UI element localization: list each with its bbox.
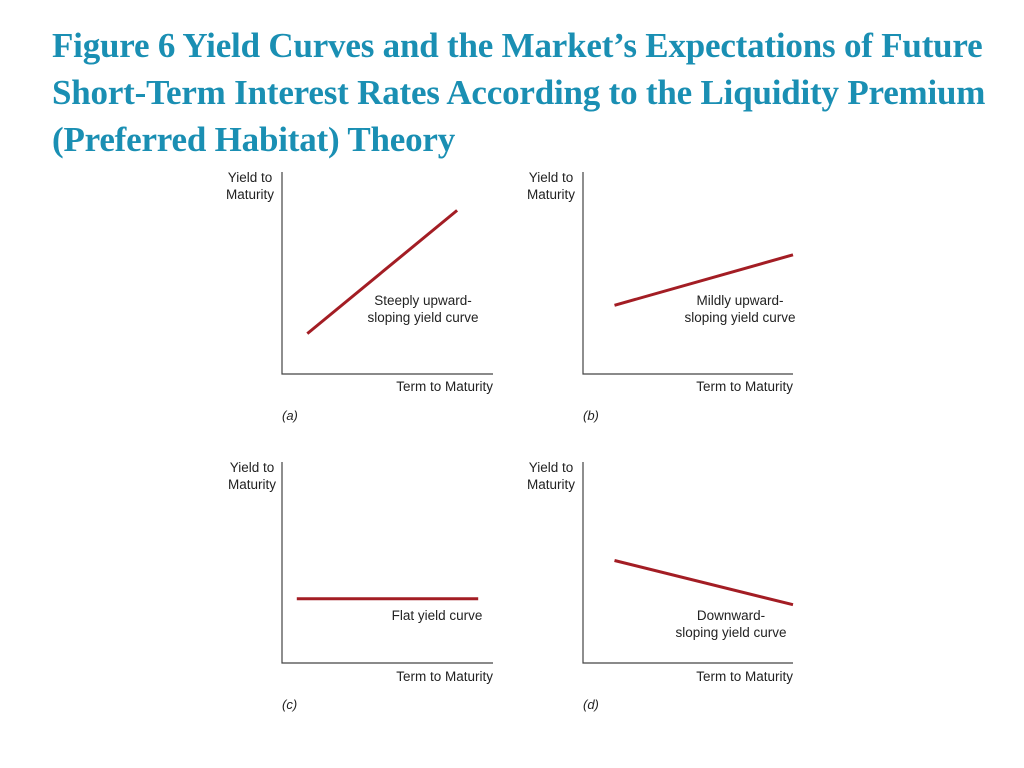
panel-c-letter: (c) xyxy=(282,697,297,712)
panel-c-ylabel-line2: Maturity xyxy=(228,477,276,492)
panel-b-xlabel: Term to Maturity xyxy=(696,379,793,394)
panel-a-curve-label-line1: Steeply upward- xyxy=(374,293,472,308)
panel-c-axes xyxy=(281,462,493,664)
panel-d-yield-curve xyxy=(614,559,794,607)
panel-d-ylabel-line2: Maturity xyxy=(527,477,575,492)
panel-b-curve-label-line1: Mildly upward- xyxy=(696,293,783,308)
panel-d-axes xyxy=(582,462,793,664)
panel-b-yield-curve xyxy=(614,253,794,307)
panel-d-xlabel: Term to Maturity xyxy=(696,669,793,684)
panel-b-axes xyxy=(582,172,793,375)
panel-a-axes xyxy=(281,172,493,375)
panel-c-ylabel-line1: Yield to xyxy=(230,460,275,475)
panel-b-ylabel-line2: Maturity xyxy=(527,187,575,202)
panel-b-curve-label-line2: sloping yield curve xyxy=(684,310,795,325)
panel-d-letter: (d) xyxy=(583,697,599,712)
panel-a-curve-label-line2: sloping yield curve xyxy=(367,310,478,325)
panel-c-xlabel: Term to Maturity xyxy=(396,669,493,684)
panel-c-curve-label-line1: Flat yield curve xyxy=(392,608,483,623)
panel-b-letter: (b) xyxy=(583,408,599,423)
panel-a-ylabel-line2: Maturity xyxy=(226,187,274,202)
panel-a-ylabel-line1: Yield to xyxy=(228,170,273,185)
slide-title: Figure 6 Yield Curves and the Market’s E… xyxy=(52,26,986,159)
panel-d-curve-label-line1: Downward- xyxy=(697,608,765,623)
panel-b-ylabel-line1: Yield to xyxy=(529,170,574,185)
panel-d-curve-label-line2: sloping yield curve xyxy=(675,625,786,640)
panel-a-xlabel: Term to Maturity xyxy=(396,379,493,394)
panel-a-letter: (a) xyxy=(282,408,298,423)
panel-a-yield-curve xyxy=(306,209,459,335)
panel-d-ylabel-line1: Yield to xyxy=(529,460,574,475)
